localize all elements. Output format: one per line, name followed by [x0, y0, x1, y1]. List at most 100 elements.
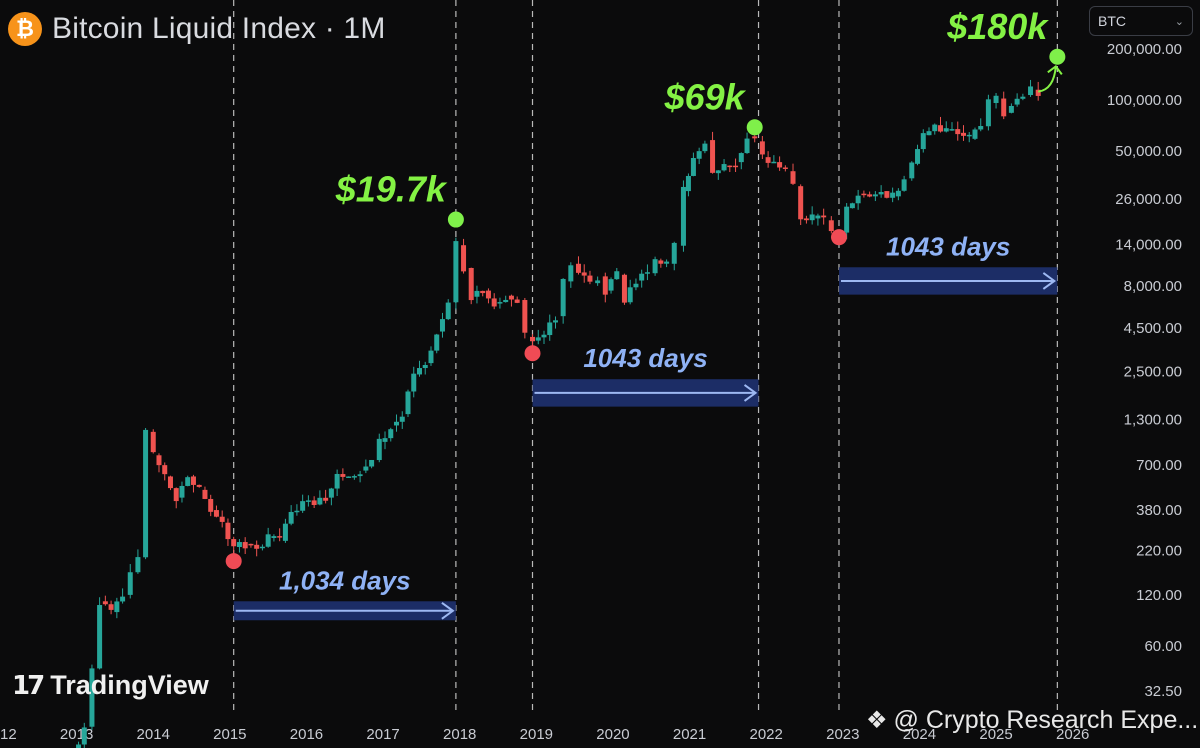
candle-body	[97, 605, 103, 669]
candle-body	[752, 136, 758, 139]
candle-body	[828, 220, 834, 232]
candle-body	[920, 133, 926, 150]
candle-body	[411, 373, 417, 392]
candle-body	[664, 261, 670, 264]
candle-body	[759, 141, 765, 155]
candle-body	[890, 192, 896, 198]
x-tick-label: 2023	[826, 726, 859, 743]
candle-body	[76, 744, 82, 748]
candle-body	[311, 500, 317, 506]
candle-body	[213, 510, 219, 517]
candle-body	[277, 536, 283, 538]
candle-body	[696, 151, 702, 159]
candle-body	[357, 474, 363, 477]
candle-body	[81, 727, 87, 745]
price-axis[interactable]	[1088, 0, 1200, 748]
candle-body	[300, 501, 306, 511]
watermark-text: @ Crypto Research Expe...	[893, 706, 1199, 734]
chart-title: Bitcoin Liquid Index · 1M	[52, 12, 386, 45]
candle-body	[849, 203, 855, 209]
candle-body	[738, 153, 744, 163]
candle-body	[162, 465, 168, 475]
x-tick-label: 2014	[137, 726, 170, 743]
candle-body	[179, 485, 185, 498]
cycle-peak-dot	[1049, 48, 1066, 65]
candle-body	[150, 431, 156, 453]
candle-body	[508, 295, 514, 300]
candle-body	[602, 276, 608, 295]
candle-body	[938, 125, 944, 132]
tradingview-wordmark: TradingView	[50, 670, 209, 700]
candle-body	[522, 300, 528, 333]
candle-body	[960, 132, 966, 136]
candle-body	[547, 322, 553, 336]
cycle-span-label: 1043 days	[583, 343, 707, 373]
cycle-bottom-dot	[524, 345, 541, 362]
candle-body	[323, 497, 329, 501]
x-tick-label: 2020	[596, 726, 629, 743]
candle-body	[541, 334, 547, 338]
candle-body	[422, 364, 428, 369]
x-tick-label: 2025	[979, 726, 1012, 743]
candle-body	[305, 500, 311, 502]
projection-arrow	[1038, 66, 1057, 93]
candle-body	[777, 162, 783, 168]
candle-body	[288, 511, 294, 524]
candle-body	[317, 497, 323, 505]
candle-body	[394, 421, 400, 426]
candle-body	[461, 245, 467, 272]
candle-body	[821, 215, 827, 218]
candle-body	[690, 158, 696, 176]
y-tick-label: 32.50	[1144, 683, 1182, 700]
candle-body	[369, 459, 375, 467]
candle-body	[782, 167, 788, 169]
candle-body	[932, 124, 938, 132]
y-tick-label: 120.00	[1136, 587, 1182, 604]
candle-body	[416, 368, 422, 375]
candle-body	[453, 241, 459, 303]
candle-body	[575, 263, 581, 273]
candle-body	[491, 298, 497, 307]
y-tick-label: 700.00	[1136, 457, 1182, 474]
candle-body	[715, 170, 721, 174]
candle-body	[587, 275, 593, 282]
candle-body	[328, 488, 334, 498]
candle-body	[803, 218, 809, 221]
candle-body	[1028, 86, 1034, 96]
candle-body	[744, 138, 750, 154]
candle-body	[399, 416, 405, 422]
candle-body	[202, 489, 208, 499]
candle-body	[434, 334, 440, 351]
cycle-bottom-dot	[830, 229, 847, 246]
candle-body	[895, 190, 901, 197]
candle-body	[1008, 105, 1014, 113]
x-tick-label: 2021	[673, 726, 706, 743]
tradingview-logo: 17 TradingView	[12, 670, 209, 701]
x-tick-label: 2017	[366, 726, 399, 743]
candle-body	[815, 215, 821, 219]
candle-body	[231, 539, 237, 547]
candle-body	[114, 601, 120, 613]
candle-body	[710, 140, 716, 173]
y-tick-label: 50,000.00	[1115, 143, 1182, 160]
candle-body	[608, 279, 614, 291]
candle-body	[282, 523, 288, 541]
candle-body	[480, 290, 486, 294]
cycle-span-label: 1043 days	[886, 231, 1010, 261]
candle-body	[254, 544, 260, 549]
candle-body	[196, 484, 202, 487]
candle-body	[135, 557, 141, 573]
candle-body	[985, 99, 991, 127]
candle-body	[294, 510, 300, 513]
cycle-peak-label: $180k	[946, 6, 1049, 47]
candle-body	[993, 95, 999, 104]
bitcoin-icon: ₿	[8, 12, 42, 46]
candle-body	[102, 601, 108, 605]
x-tick-label: 2018	[443, 726, 476, 743]
candle-body	[363, 466, 369, 471]
symbol-select[interactable]: BTC ⌄	[1089, 6, 1193, 36]
chart-header: ₿ Bitcoin Liquid Index · 1M	[8, 12, 386, 46]
candle-body	[552, 320, 558, 323]
span-arrow-head-icon	[1042, 272, 1057, 290]
